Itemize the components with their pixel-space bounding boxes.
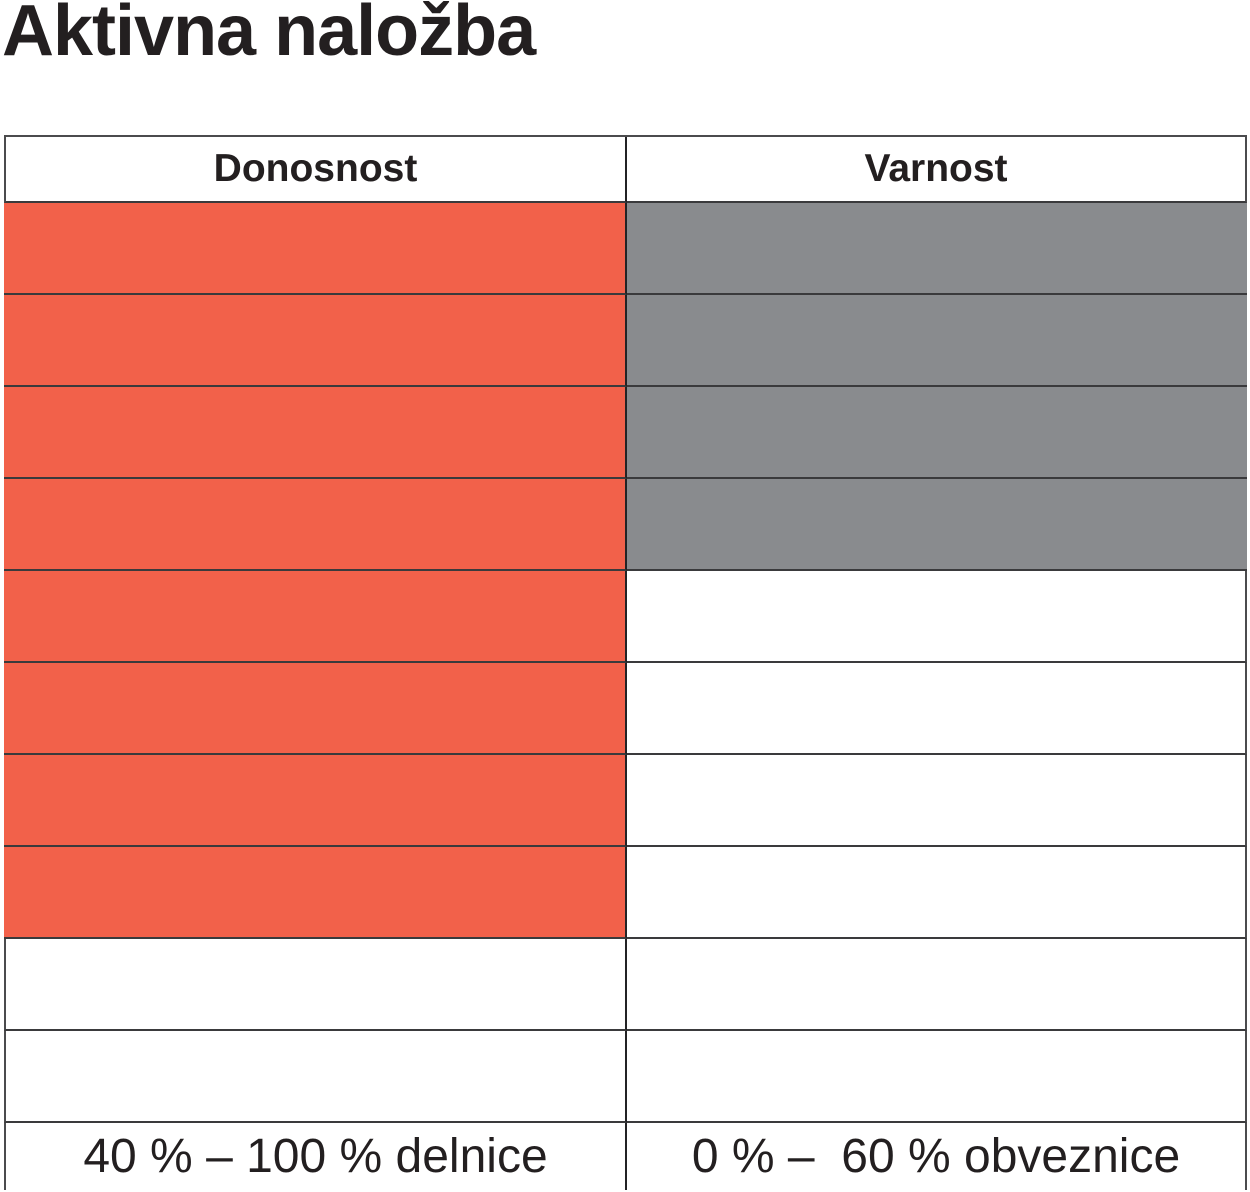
donosnost-cell-8-filled: [4, 847, 627, 939]
varnost-cell-6-empty: [627, 663, 1247, 755]
varnost-cell-10-empty: [627, 1031, 1247, 1123]
varnost-cell-7-empty: [627, 755, 1247, 847]
footer-label-varnost: 0 % – 60 % obveznice: [627, 1123, 1247, 1190]
column-header-varnost: Varnost: [627, 137, 1247, 203]
donosnost-cell-2-filled: [4, 295, 627, 387]
varnost-cell-2-filled: [627, 295, 1247, 387]
donosnost-cell-1-filled: [4, 203, 627, 295]
donosnost-cell-6-filled: [4, 663, 627, 755]
rating-table: Donosnost Varnost 40 % – 100 % delnice 0…: [4, 135, 1247, 1190]
varnost-cell-4-filled: [627, 479, 1247, 571]
donosnost-cell-9-empty: [4, 939, 627, 1031]
varnost-cell-3-filled: [627, 387, 1247, 479]
donosnost-cell-7-filled: [4, 755, 627, 847]
donosnost-cell-5-filled: [4, 571, 627, 663]
page-title: Aktivna naložba: [2, 0, 536, 71]
varnost-cell-8-empty: [627, 847, 1247, 939]
donosnost-cell-10-empty: [4, 1031, 627, 1123]
column-header-donosnost: Donosnost: [4, 137, 627, 203]
varnost-cell-9-empty: [627, 939, 1247, 1031]
varnost-cell-5-empty: [627, 571, 1247, 663]
varnost-cell-1-filled: [627, 203, 1247, 295]
donosnost-cell-3-filled: [4, 387, 627, 479]
footer-label-donosnost: 40 % – 100 % delnice: [4, 1123, 627, 1190]
donosnost-cell-4-filled: [4, 479, 627, 571]
